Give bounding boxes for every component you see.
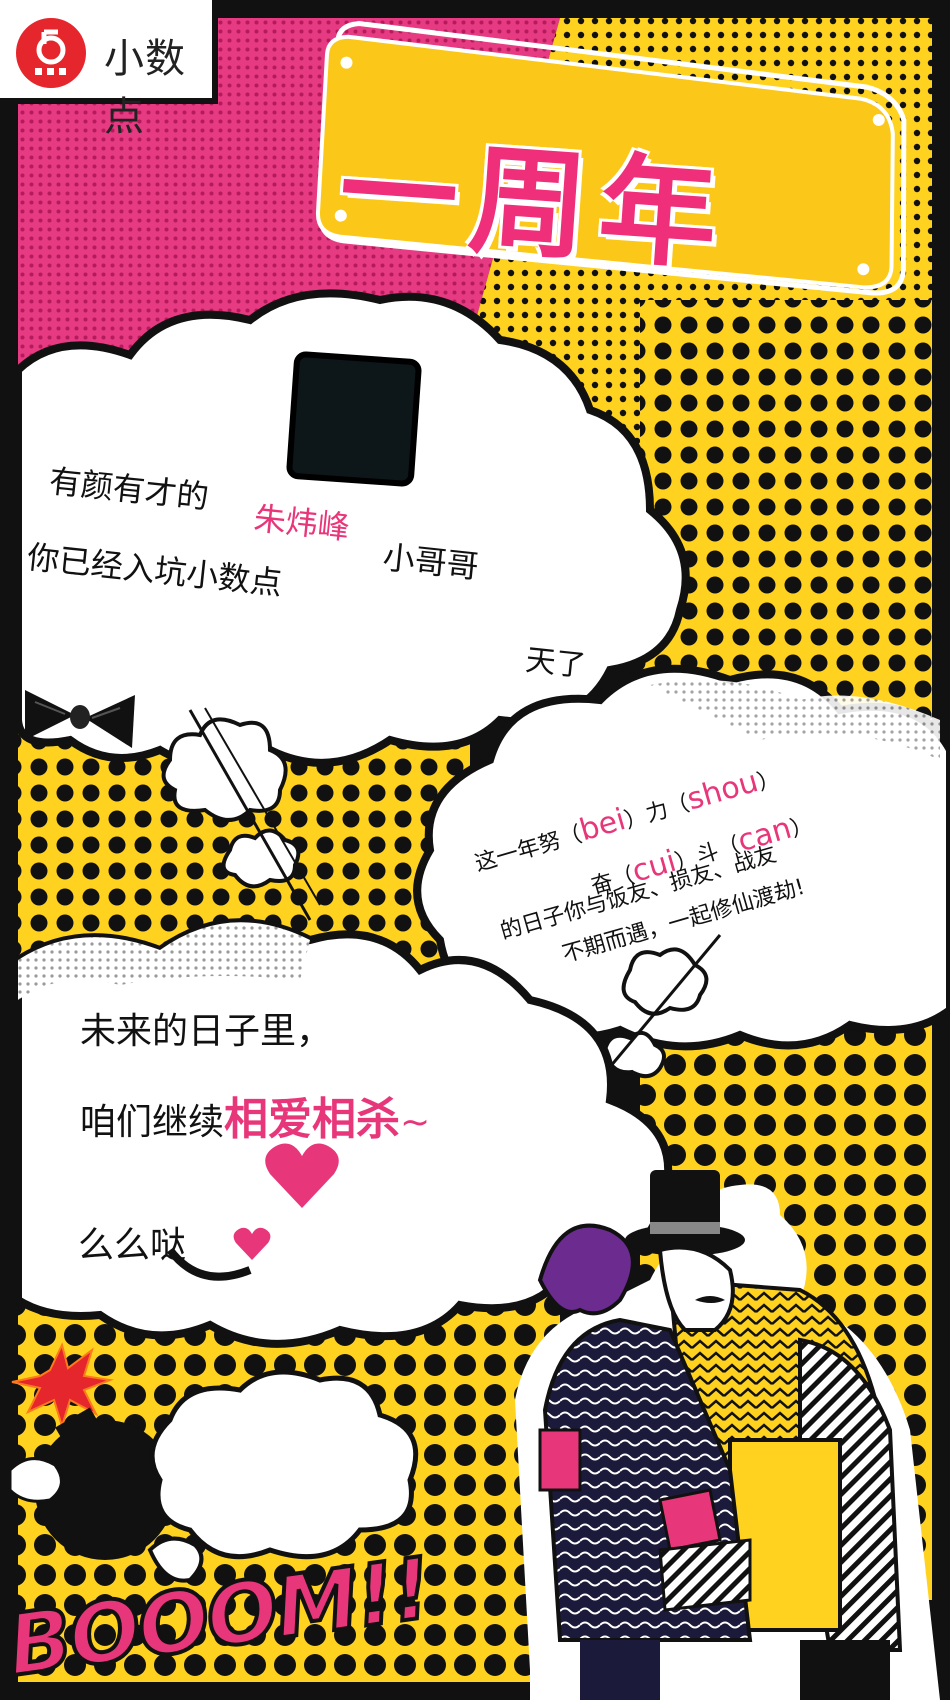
cloud-bottom-line3: 么么哒 <box>78 1225 187 1266</box>
smoke-puff-icon <box>161 707 321 921</box>
magician-character-illustration <box>515 1170 940 1700</box>
cloud-top-suffix: 小哥哥 <box>381 538 481 586</box>
brand-logo-icon <box>16 18 86 88</box>
brand-box: 小数点 <box>0 0 218 140</box>
cloud-bottom-line2: 咱们继续相爱相杀~ <box>80 1094 431 1145</box>
avatar-portrait <box>285 350 423 488</box>
brand-name: 小数点 <box>104 36 186 140</box>
middle-speech-cloud <box>413 664 950 1051</box>
bottom-speech-cloud <box>14 918 673 1348</box>
boom-explosion-graphic <box>10 1342 419 1583</box>
heart-small-icon <box>233 1227 271 1260</box>
cloud-bottom-line1: 未来的日子里， <box>80 1011 333 1052</box>
smoke-puff-small-icon <box>593 934 722 1086</box>
bow-tie-icon <box>25 690 135 748</box>
heart-large-icon <box>265 1143 339 1208</box>
cloud-top-name: 朱炜峰 <box>252 499 352 547</box>
title-banner <box>316 20 907 296</box>
title-heading: 一周年 <box>334 121 734 287</box>
